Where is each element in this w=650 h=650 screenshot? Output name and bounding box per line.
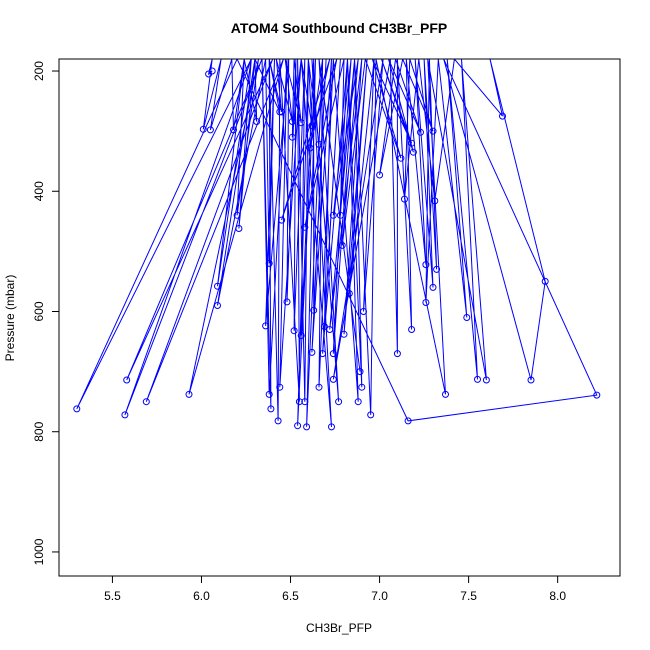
data-point [417, 128, 424, 136]
data-point [214, 302, 221, 309]
data-point [290, 327, 298, 335]
data-point [308, 348, 316, 356]
data-point [214, 282, 221, 290]
series-line [76, 59, 598, 427]
data-point [499, 112, 506, 120]
y-axis-label: Pressure (mbar) [3, 275, 17, 362]
data-point [329, 375, 337, 383]
data-point [329, 211, 337, 219]
data-point [301, 223, 309, 231]
data-point [301, 398, 309, 406]
data-point [306, 144, 314, 152]
data-point [408, 139, 416, 147]
x-tick-label: 6.0 [193, 589, 210, 603]
data-point [463, 314, 471, 321]
data-point [233, 211, 241, 219]
data-point [262, 322, 270, 330]
data-point [422, 261, 430, 269]
data-point [335, 398, 343, 406]
y-tick-label: 600 [32, 301, 46, 321]
data-point [422, 299, 430, 306]
data-point [326, 326, 334, 333]
data-point [354, 398, 362, 406]
data-point [276, 383, 284, 391]
data-point [474, 375, 481, 383]
data-point [329, 350, 337, 358]
x-tick-label: 7.0 [371, 589, 388, 603]
data-point [265, 390, 273, 398]
data-point [328, 423, 335, 431]
y-tick-label: 200 [32, 61, 46, 81]
data-point [401, 195, 408, 203]
data-point [310, 306, 318, 314]
data-point [320, 323, 328, 330]
x-tick-label: 7.5 [460, 589, 477, 603]
data-point [442, 390, 449, 398]
data-point [345, 290, 353, 297]
data-point [336, 211, 344, 219]
data-point [319, 350, 327, 358]
data-point [235, 225, 243, 232]
data-point [288, 118, 296, 125]
data-point [205, 70, 213, 78]
data-point [206, 126, 214, 134]
data-point [283, 298, 291, 306]
data-point [308, 122, 316, 130]
y-tick-label: 800 [32, 421, 46, 441]
x-axis: 5.5 6.0 6.5 7.0 7.5 8.0 [104, 575, 566, 603]
data-point [482, 376, 490, 384]
data-point [265, 259, 273, 267]
data-point [142, 398, 150, 406]
data-point [433, 265, 441, 273]
data-point [278, 108, 286, 116]
y-axis: 200 400 600 800 1000 [32, 61, 60, 565]
x-tick-label: 5.5 [104, 589, 121, 603]
data-point [274, 417, 282, 425]
data-point [288, 133, 296, 141]
data-point [527, 376, 535, 384]
data-point [294, 422, 302, 430]
data-point [358, 383, 366, 391]
data-point [278, 216, 286, 224]
data-point [315, 140, 323, 148]
data-point [431, 197, 439, 205]
data-point [338, 241, 346, 249]
data-point [393, 350, 401, 358]
data-point [409, 148, 417, 156]
data-point [123, 376, 131, 384]
data-point [199, 125, 207, 133]
data-point [429, 127, 437, 135]
data-point [376, 171, 384, 179]
data-point [121, 411, 129, 419]
data-point [267, 405, 275, 413]
data-point [340, 330, 348, 338]
x-tick-label: 8.0 [549, 589, 566, 603]
data-point [315, 383, 323, 391]
chart-title: ATOM4 Southbound CH3Br_PFP [231, 20, 447, 36]
data-point [297, 119, 305, 127]
data-point [185, 390, 193, 398]
data-point [367, 411, 375, 419]
data-point [356, 368, 364, 376]
data-point [253, 118, 261, 125]
y-tick-label: 400 [32, 181, 46, 201]
data-point [593, 391, 601, 399]
data-point [303, 423, 311, 431]
data-point [230, 126, 237, 134]
data-point [429, 283, 437, 291]
data-point [295, 398, 303, 406]
data-point [360, 308, 367, 315]
data-point [397, 154, 405, 162]
y-tick-label: 1000 [32, 538, 46, 565]
data-point [297, 332, 305, 339]
x-axis-label: CH3Br_PFP [306, 621, 372, 635]
x-tick-label: 6.5 [282, 589, 299, 603]
data-point [541, 277, 549, 285]
data-point [73, 405, 81, 413]
data-point [408, 326, 416, 333]
data-point [404, 417, 412, 425]
